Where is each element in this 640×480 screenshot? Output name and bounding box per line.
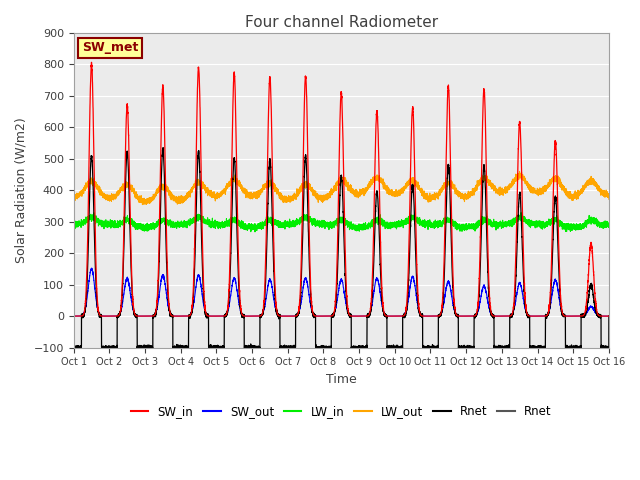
LW_in [179, 219, 186, 225]
SW_in [415, 306, 423, 312]
LW_out [491, 187, 499, 192]
LW_out [604, 193, 611, 199]
SW_in [70, 313, 77, 319]
Line: SW_out: SW_out [74, 268, 609, 316]
Rnet [70, 346, 77, 351]
SW_in [603, 313, 611, 319]
LW_in [70, 220, 77, 226]
SW_out [270, 297, 278, 303]
LW_in [605, 224, 612, 229]
Rnet [184, 344, 192, 350]
SW_out [603, 313, 611, 319]
Line: Rnet: Rnet [74, 147, 609, 351]
X-axis label: Time: Time [326, 373, 356, 386]
Rnet [605, 313, 612, 319]
Line: LW_in: LW_in [74, 213, 609, 232]
Rnet [180, 348, 188, 354]
SW_in [491, 313, 499, 319]
SW_in [184, 313, 192, 319]
Rnet [492, 345, 499, 351]
LW_in [604, 220, 611, 226]
LW_out [70, 192, 77, 198]
SW_out [70, 313, 77, 319]
Rnet [415, 309, 423, 315]
Rnet [604, 344, 611, 350]
SW_in [270, 254, 278, 260]
Title: Four channel Radiometer: Four channel Radiometer [244, 15, 438, 30]
Legend: SW_in, SW_out, LW_in, LW_out, Rnet, Rnet: SW_in, SW_out, LW_in, LW_out, Rnet, Rnet [126, 401, 557, 423]
LW_in [491, 220, 499, 226]
LW_out [184, 191, 192, 197]
Rnet [179, 345, 186, 350]
Rnet [159, 144, 167, 150]
SW_out [605, 313, 612, 319]
Line: LW_out: LW_out [74, 171, 609, 204]
LW_out [139, 202, 147, 207]
LW_in [270, 218, 278, 224]
LW_in [251, 229, 259, 235]
SW_in [179, 313, 186, 319]
Line: SW_in: SW_in [74, 62, 609, 316]
LW_in [415, 217, 423, 223]
SW_out [179, 313, 186, 319]
LW_out [179, 196, 186, 202]
LW_out [516, 168, 524, 174]
SW_in [88, 60, 95, 65]
LW_out [270, 185, 278, 191]
Rnet [270, 277, 278, 283]
LW_in [517, 210, 525, 216]
LW_out [415, 184, 423, 190]
SW_out [184, 313, 192, 319]
LW_out [605, 196, 612, 202]
LW_in [184, 219, 192, 225]
Y-axis label: Solar Radiation (W/m2): Solar Radiation (W/m2) [15, 117, 28, 263]
SW_out [415, 307, 423, 312]
SW_out [88, 265, 95, 271]
Text: SW_met: SW_met [82, 41, 138, 54]
SW_out [491, 313, 499, 319]
SW_in [605, 313, 612, 319]
